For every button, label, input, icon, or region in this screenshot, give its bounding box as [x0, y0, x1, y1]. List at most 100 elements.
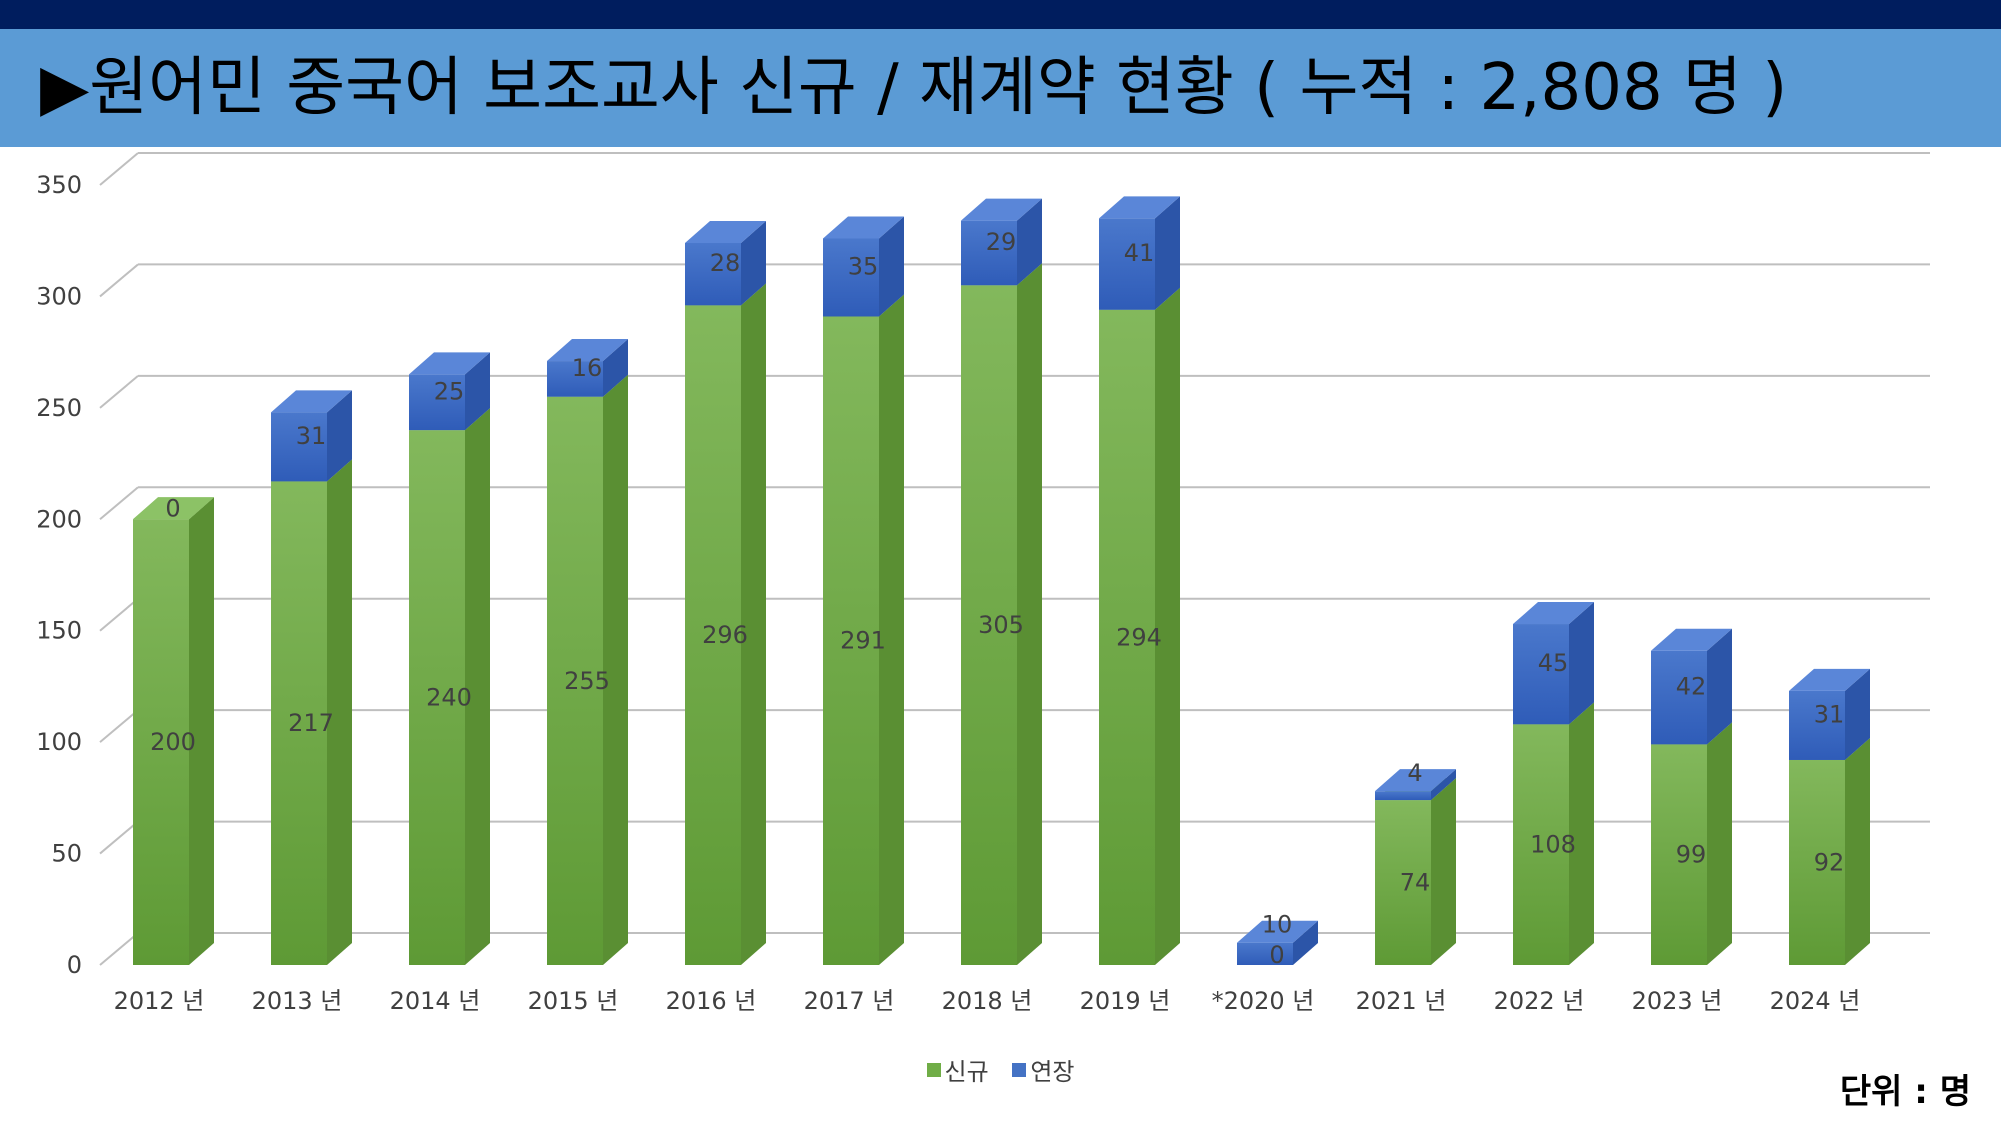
data-label-new: 255 [564, 667, 610, 695]
bar-renew-front [823, 238, 879, 317]
bar-renew-side [741, 220, 766, 306]
data-label-new: 240 [426, 684, 472, 712]
bar-new-side [1017, 263, 1042, 965]
bar-renew-side [1017, 198, 1042, 286]
gridline-diagonal [99, 263, 139, 298]
data-labels: 2000217312402525516296282913530529294410… [150, 228, 1844, 969]
legend-label-new: 신규 [944, 1058, 989, 1086]
data-label-new: 291 [840, 627, 886, 655]
top-accent-bar [0, 0, 2001, 29]
x-tick-label: 2019 년 [1080, 987, 1171, 1015]
data-label-renew: 28 [710, 249, 741, 277]
bar-new-front [409, 430, 465, 966]
bar-renew-front [1789, 690, 1845, 760]
data-label-new: 294 [1116, 623, 1162, 651]
bar-renew-top [685, 220, 766, 243]
x-tick-label: 2021 년 [1356, 987, 1447, 1015]
x-tick-label: 2017 년 [804, 987, 895, 1015]
legend-swatch-new [926, 1062, 941, 1077]
x-tick-label: 2013 년 [252, 987, 343, 1015]
bar-renew-side [603, 339, 628, 397]
bar-renew-top [133, 497, 214, 520]
bar-renew-top [961, 198, 1042, 221]
bar-renew-top [1513, 602, 1594, 625]
bar-renew-front [1651, 650, 1707, 745]
data-label-renew: 31 [1814, 700, 1845, 728]
data-label-renew: 31 [296, 422, 327, 450]
gridline-diagonal [99, 820, 139, 855]
bar-renew-side [1569, 602, 1594, 725]
bar-new-side [1845, 737, 1870, 965]
legend-item-renew: 연장 [1012, 1052, 1074, 1087]
data-label-renew: 35 [848, 252, 879, 280]
bars [133, 196, 1870, 966]
y-tick-label: 250 [36, 394, 82, 422]
y-tick-label: 50 [51, 840, 82, 868]
x-tick-label: 2012 년 [114, 987, 205, 1015]
bar-new-side [465, 408, 490, 966]
bar-renew-front [1375, 791, 1431, 801]
data-label-renew: 0 [165, 494, 180, 522]
bar-renew-front [547, 361, 603, 397]
bar-new-side [603, 374, 628, 965]
legend-swatch-renew [1012, 1062, 1027, 1077]
x-tick-label: *2020 년 [1212, 987, 1315, 1015]
page-title: ▶원어민 중국어 보조교사 신규 / 재계약 현황 ( 누적 : 2,808 명… [40, 51, 1788, 125]
bar-renew-top [823, 216, 904, 239]
data-label-renew: 41 [1124, 239, 1155, 267]
bar-renew-front [409, 374, 465, 431]
data-label-new: 99 [1676, 841, 1707, 869]
legend-item-new: 신규 [926, 1052, 989, 1087]
legend: 신규 연장 [0, 1052, 2001, 1087]
y-tick-label: 200 [36, 505, 82, 533]
y-tick-label: 100 [36, 728, 82, 756]
bar-renew-front [1099, 218, 1155, 310]
x-tick-label: 2014 년 [390, 987, 481, 1015]
bar-new-front [1099, 309, 1155, 965]
bar-new-side [1155, 287, 1180, 965]
data-label-renew: 45 [1538, 649, 1569, 677]
bar-new-side [879, 294, 904, 965]
gridline-diagonal [99, 375, 139, 409]
bar-new-side [1569, 702, 1594, 965]
data-label-new: 296 [702, 621, 748, 649]
legend-label-renew: 연장 [1030, 1058, 1075, 1086]
bar-renew-top [271, 390, 352, 413]
x-tick-label: 2016 년 [666, 987, 757, 1015]
gridline-diagonal [99, 597, 139, 632]
bar-new-front [1513, 724, 1569, 965]
x-tick-label: 2024 년 [1770, 987, 1861, 1015]
bar-renew-top [547, 339, 628, 362]
unit-label: 단위 : 명 [1839, 1072, 1971, 1112]
bar-renew-front [961, 220, 1017, 286]
bar-renew-side [465, 352, 490, 431]
bar-renew-top [1099, 196, 1180, 219]
y-axis: 0 50 100 150 200 250 300 350 [36, 171, 82, 979]
bar-renew-side [327, 390, 352, 482]
x-tick-label: 2018 년 [942, 987, 1033, 1015]
bar-new-front [271, 481, 327, 965]
bar-renew-front [1513, 624, 1569, 725]
y-tick-label: 350 [36, 171, 82, 199]
data-label-renew: 25 [434, 377, 465, 405]
bar-renew-front [1237, 942, 1293, 965]
bar-new-front [823, 316, 879, 965]
bar-new-front [961, 285, 1017, 965]
bar-new-front [1375, 800, 1431, 965]
bar-new-side [1431, 778, 1456, 965]
gridline-diagonal [99, 486, 139, 521]
data-label-new: 217 [288, 709, 334, 737]
bar-new-side [741, 283, 766, 965]
data-label-new: 74 [1400, 869, 1431, 897]
data-label-new: 108 [1530, 831, 1576, 859]
bar-renew-side [1707, 628, 1732, 745]
data-label-new: 305 [978, 611, 1024, 639]
data-label-new: 200 [150, 728, 196, 756]
bar-renew-side [1431, 769, 1456, 801]
gridline-diagonal [99, 709, 139, 743]
x-tick-label: 2023 년 [1632, 987, 1723, 1015]
bar-new-front [547, 396, 603, 965]
bar-renew-front [271, 412, 327, 482]
data-label-new: 0 [1269, 941, 1284, 969]
bar-new-front [685, 305, 741, 965]
